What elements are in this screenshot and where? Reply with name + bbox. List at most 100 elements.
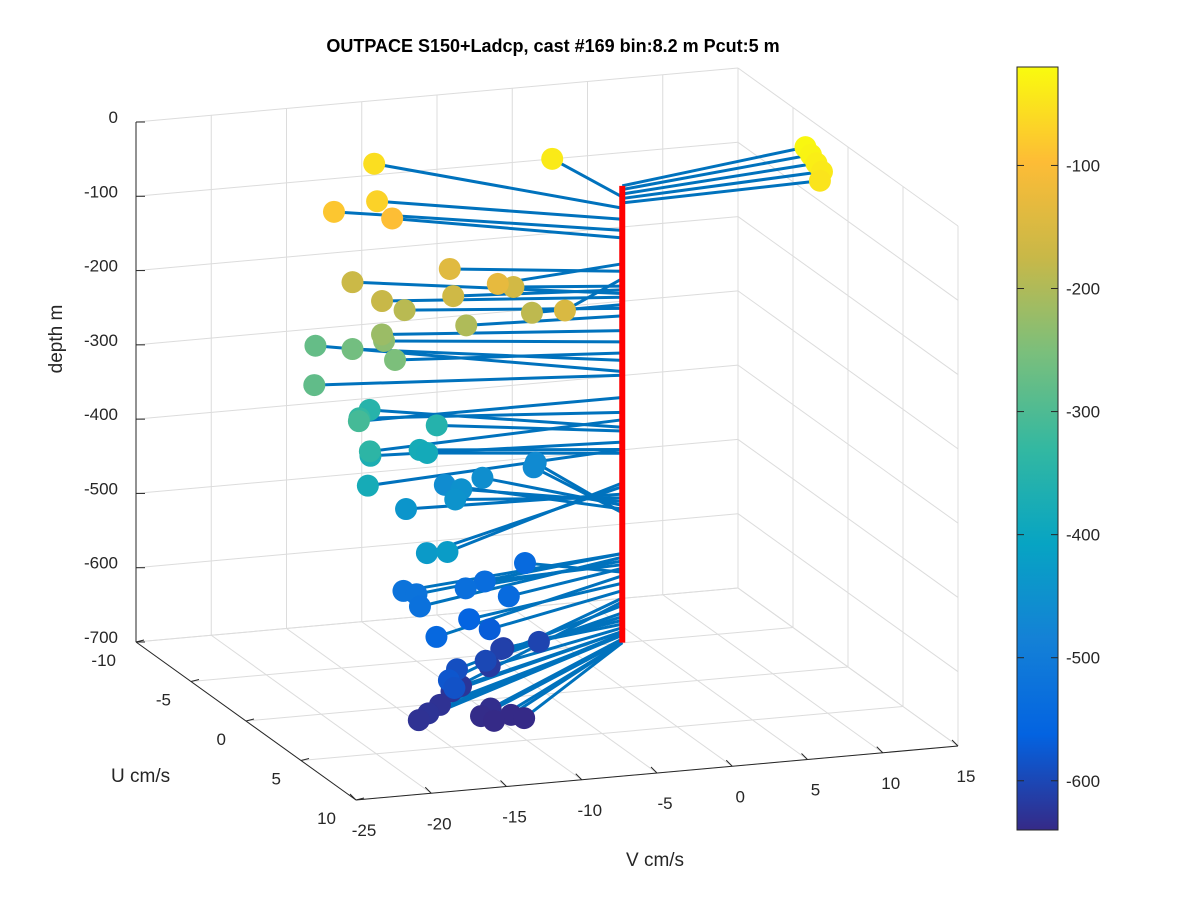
velocity-point [455, 314, 478, 337]
velocity-stick [621, 145, 806, 188]
colorbar-tick-label: -100 [1066, 156, 1100, 175]
velocity-stick [382, 329, 623, 336]
velocity-stick [367, 448, 623, 488]
x-tick-mark [876, 746, 884, 754]
grid-line [737, 364, 959, 524]
velocity-point [444, 488, 467, 511]
velocity-point [473, 570, 496, 593]
velocity-point [347, 410, 370, 433]
grid-line [135, 438, 739, 494]
z-tick-label: -100 [84, 182, 118, 201]
velocity-point [471, 466, 494, 489]
velocity-stick [376, 199, 623, 221]
velocity-point [395, 498, 418, 521]
y-tick-mark [355, 797, 365, 801]
x-tick-mark [650, 766, 658, 774]
x-tick-label: -5 [657, 794, 672, 813]
velocity-point [454, 577, 477, 600]
colorbar-tick-label: -500 [1066, 649, 1100, 668]
y-tick-label: 10 [317, 809, 336, 828]
velocity-point [458, 608, 481, 631]
velocity-stick [416, 552, 623, 596]
z-axis-label: depth m [46, 305, 67, 374]
colorbar-tick-label: -600 [1066, 772, 1100, 791]
y-tick-label: 5 [272, 770, 281, 789]
z-tick-label: -400 [84, 405, 118, 424]
velocity-stick [369, 408, 623, 429]
velocity-point [522, 456, 545, 479]
x-tick-label: 15 [957, 767, 976, 786]
colorbar-tick-label: -400 [1066, 526, 1100, 545]
velocity-stick [622, 179, 821, 205]
velocity-point [303, 374, 326, 397]
velocity-point [541, 147, 564, 170]
velocity-stick [622, 161, 817, 196]
velocity-point [415, 542, 438, 565]
velocity-point [381, 207, 404, 230]
velocity-stick [489, 589, 623, 631]
velocity-point [416, 441, 439, 464]
velocity-stick [508, 566, 623, 598]
velocity-point [363, 152, 386, 175]
z-tick-label: -600 [84, 554, 118, 573]
grid-line [135, 364, 739, 420]
velocity-stick [352, 280, 623, 296]
velocity-stick [439, 633, 623, 707]
velocity-stick [489, 626, 623, 668]
velocity-stick [510, 641, 624, 717]
velocity-point [808, 169, 831, 192]
velocity-point [304, 334, 327, 357]
velocity-stick [404, 306, 623, 312]
velocity-stick [513, 284, 623, 289]
grid-line [135, 587, 739, 643]
velocity-point [478, 618, 501, 641]
grid-line [135, 290, 739, 346]
velocity-stick [503, 622, 623, 650]
velocity-point [384, 349, 407, 372]
x-tick-mark [349, 793, 357, 801]
point-layer [303, 136, 833, 732]
velocity-point [490, 638, 513, 661]
x-tick-mark [951, 739, 959, 747]
velocity-stick [466, 314, 623, 327]
velocity-stick [621, 153, 812, 192]
x-tick-mark [424, 786, 432, 794]
velocity-stick [384, 339, 623, 344]
y-tick-mark [300, 758, 310, 761]
velocity-stick [359, 410, 623, 420]
y-tick-label: -10 [91, 651, 116, 670]
velocity-point [443, 676, 466, 699]
velocity-stick [449, 267, 623, 273]
grid-line [737, 67, 959, 227]
velocity-point [553, 299, 576, 322]
velocity-point [527, 630, 550, 653]
chart-title: OUTPACE S150+Ladcp, cast #169 bin:8.2 m … [326, 36, 779, 56]
y-tick-mark [190, 679, 200, 682]
velocity-point [425, 414, 448, 437]
x-tick-label: -25 [352, 821, 377, 840]
velocity-point [341, 271, 364, 294]
velocity-point [358, 440, 381, 463]
velocity-stick [484, 563, 623, 583]
velocity-stick [444, 483, 623, 511]
velocity-stick [405, 492, 623, 511]
colorbar-tick-label: -300 [1066, 403, 1100, 422]
y-tick-mark [245, 718, 255, 722]
grid-line [135, 216, 739, 272]
grid-line [737, 439, 959, 598]
velocity-point [371, 290, 394, 313]
x-tick-label: -15 [502, 808, 527, 827]
x-tick-mark [801, 753, 808, 760]
velocity-point [474, 649, 497, 672]
velocity-point [425, 625, 448, 648]
x-tick-mark [575, 773, 583, 781]
velocity-stick [315, 344, 623, 374]
x-tick-label: -10 [577, 801, 602, 820]
grid-line [300, 706, 904, 761]
grid-line [737, 513, 959, 673]
z-tick-label: -700 [84, 628, 118, 647]
colorbar-tick-label: -200 [1066, 280, 1100, 299]
grid-line [135, 513, 739, 569]
x-tick-label: 5 [811, 781, 820, 800]
